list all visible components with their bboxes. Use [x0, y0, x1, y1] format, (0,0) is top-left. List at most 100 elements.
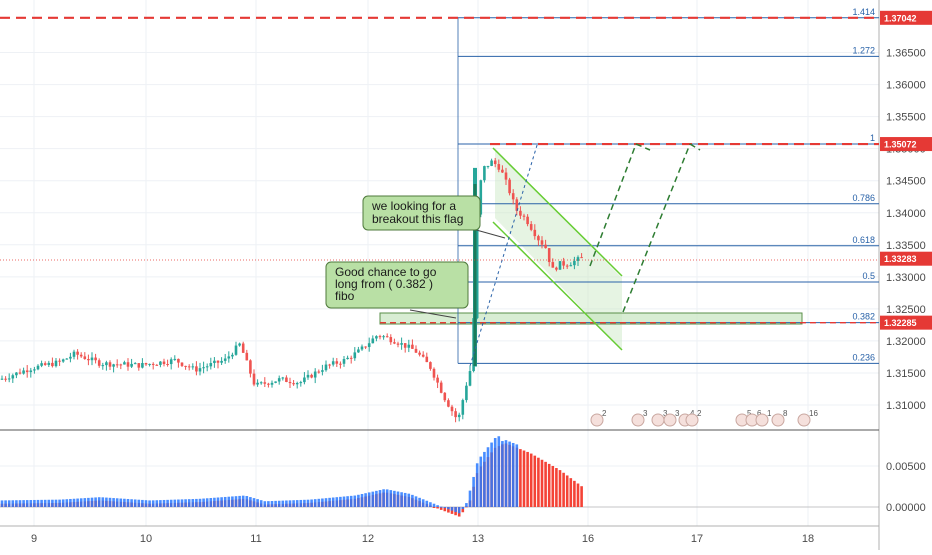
macd-line-bar: [461, 507, 465, 509]
candle-body: [267, 383, 270, 385]
macd-histogram-bar: [547, 463, 551, 507]
candle-body: [58, 360, 61, 362]
macd-line-bar: [281, 500, 285, 507]
candle-body: [328, 364, 331, 366]
candle-body: [112, 364, 115, 367]
macd-line-bar: [58, 499, 61, 507]
macd-line-bar: [292, 500, 295, 507]
candle-body: [15, 372, 18, 376]
macd-layer: [0, 436, 879, 517]
candle-body: [97, 360, 101, 366]
macd-line-bar: [447, 507, 450, 510]
macd-line-bar: [454, 507, 457, 512]
event-marker[interactable]: [771, 413, 785, 427]
candle-body: [90, 357, 94, 361]
macd-line-bar: [231, 496, 234, 507]
macd-line-bar: [267, 501, 270, 507]
fib-level-label: 0.5: [862, 271, 875, 281]
macd-line-bar: [213, 497, 216, 507]
candle-body: [292, 383, 295, 385]
candle-body: [414, 348, 418, 353]
macd-line-bar: [90, 497, 94, 507]
candle-body: [123, 362, 126, 365]
macd-line-bar: [493, 438, 497, 507]
fib-level-label: 0.382: [852, 312, 875, 322]
event-marker[interactable]: [797, 413, 811, 427]
candle-body: [0, 378, 4, 380]
frame-layer: [0, 0, 880, 550]
macd-line-bar: [245, 496, 249, 507]
macd-histogram-bar: [562, 472, 565, 507]
candle-body: [263, 382, 267, 384]
macd-line-bar: [468, 490, 472, 507]
candle-body: [349, 357, 353, 359]
macd-line-bar: [382, 489, 385, 507]
fibo-note-box: [325, 261, 469, 309]
candle-body: [403, 343, 407, 348]
macd-line-bar: [15, 500, 18, 507]
macd-line-bar: [371, 491, 375, 507]
flag-note-line-2: breakout this flag: [372, 212, 463, 226]
macd-line-bar: [465, 503, 468, 507]
macd-histogram-bar: [439, 507, 443, 510]
candle-body: [231, 354, 234, 357]
candle-body: [108, 362, 112, 367]
event-marker[interactable]: [755, 413, 769, 427]
note-layer: we looking for a breakout this flag Good…: [325, 195, 481, 309]
macd-line-bar: [123, 498, 126, 507]
macd-line-bar: [151, 500, 155, 507]
price-tag: [880, 315, 932, 330]
macd-line-bar: [303, 499, 306, 507]
macd-histogram-bar: [555, 468, 558, 507]
candle-body: [151, 363, 155, 365]
macd-line-bar: [234, 496, 238, 507]
macd-line-bar: [173, 499, 177, 507]
candle-body: [198, 368, 202, 372]
event-marker[interactable]: [631, 413, 645, 427]
macd-line-bar: [357, 494, 360, 507]
candle-body: [357, 349, 360, 353]
event-marker-count: 8: [783, 409, 788, 418]
macd-line-bar: [411, 494, 414, 507]
macd-line-bar: [72, 498, 76, 507]
fib-level-label: 1.272: [852, 45, 875, 55]
macd-line-bar: [295, 500, 299, 507]
macd-line-bar: [29, 500, 33, 507]
macd-histogram-bar: [573, 480, 576, 507]
candle-body: [454, 411, 457, 418]
candle-body: [565, 265, 569, 267]
candle-body: [547, 248, 551, 263]
candle-body: [94, 357, 97, 361]
macd-line-bar: [144, 500, 148, 507]
candle-body: [259, 382, 263, 384]
candle-body: [331, 361, 335, 365]
breakout-path-2a: [622, 143, 691, 313]
macd-histogram-bar: [526, 451, 529, 507]
event-marker[interactable]: [663, 413, 677, 427]
fibo-note-line-1: Good chance to go: [335, 265, 437, 279]
event-marker-count: 1: [767, 409, 772, 418]
macd-line-bar: [238, 495, 241, 507]
macd-histogram-bar: [537, 457, 540, 507]
macd-line-bar: [414, 496, 418, 507]
price-tick-label: 1.32500: [886, 304, 926, 316]
macd-line-bar: [439, 506, 443, 508]
macd-histogram-bar: [544, 461, 547, 507]
candle-body: [378, 336, 382, 338]
event-marker[interactable]: [590, 413, 604, 427]
price-tick-label: 1.33000: [886, 272, 926, 284]
fib-level-label: 1.414: [852, 7, 875, 17]
macd-line-bar: [432, 503, 436, 507]
macd-line-bar: [209, 498, 213, 507]
macd-line-bar: [486, 447, 490, 507]
candle-body: [486, 165, 490, 167]
macd-line-bar: [112, 498, 115, 507]
event-marker[interactable]: [685, 413, 699, 427]
candle-body: [133, 363, 137, 365]
macd-line-bar: [141, 499, 144, 507]
price-tag: [880, 137, 932, 152]
macd-histogram-bar: [540, 459, 544, 507]
fib-level-label: 0.786: [852, 193, 875, 203]
candle-body: [54, 360, 58, 367]
macd-line-bar: [349, 495, 353, 507]
